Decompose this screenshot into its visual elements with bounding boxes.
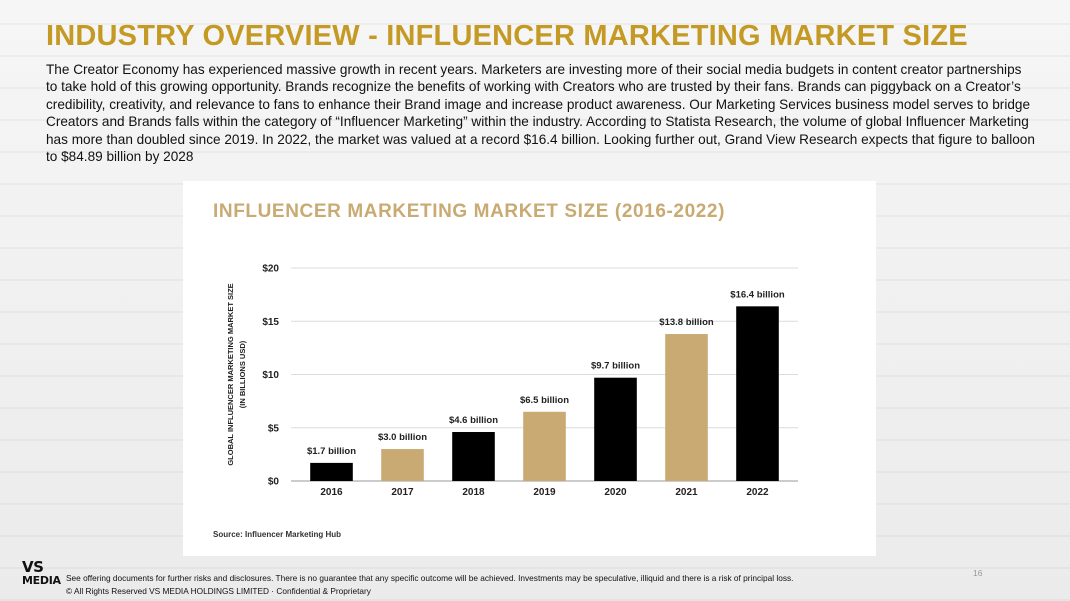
data-label: $13.8 billion bbox=[659, 317, 714, 328]
chart-title: INFLUENCER MARKETING MARKET SIZE (2016-2… bbox=[213, 201, 726, 222]
data-label: $16.4 billion bbox=[730, 289, 785, 300]
data-label: $4.6 billion bbox=[449, 415, 498, 426]
footer-copyright: © All Rights Reserved VS MEDIA HOLDINGS … bbox=[66, 586, 371, 596]
bar-2021 bbox=[665, 334, 708, 481]
bar-2016 bbox=[310, 462, 353, 481]
x-tick-label: 2016 bbox=[320, 487, 343, 498]
bar-2022 bbox=[736, 306, 779, 481]
data-label: $6.5 billion bbox=[520, 395, 569, 406]
x-tick-label: 2021 bbox=[675, 487, 698, 498]
y-tick-label: $15 bbox=[262, 317, 279, 328]
y-axis-unit-label: (IN BILLIONS USD) bbox=[238, 340, 247, 408]
bar-2020 bbox=[594, 377, 637, 481]
logo-line-2: MEDIA bbox=[22, 574, 61, 587]
bar-2017 bbox=[381, 449, 424, 481]
y-axis-label: GLOBAL INFLUENCER MARKETING MARKET SIZE bbox=[226, 283, 235, 465]
x-tick-label: 2019 bbox=[533, 487, 556, 498]
data-label: $3.0 billion bbox=[378, 432, 427, 443]
chart-panel: INFLUENCER MARKETING MARKET SIZE (2016-2… bbox=[183, 181, 876, 556]
footer-disclaimer: See offering documents for further risks… bbox=[66, 573, 794, 583]
logo-line-1: VS bbox=[22, 558, 44, 576]
bar-2018 bbox=[452, 432, 495, 481]
y-tick-label: $20 bbox=[262, 264, 279, 275]
x-tick-label: 2022 bbox=[746, 487, 769, 498]
y-tick-label: $0 bbox=[268, 477, 280, 488]
bar-2019 bbox=[523, 411, 566, 481]
y-tick-label: $5 bbox=[268, 423, 280, 434]
intro-paragraph: The Creator Economy has experienced mass… bbox=[46, 62, 1035, 165]
data-label: $1.7 billion bbox=[307, 446, 356, 457]
bar-chart: $0 $5 $10 $15 $20 GLOBAL INFLUENCER MARKETING… bbox=[226, 264, 798, 498]
x-tick-label: 2020 bbox=[604, 487, 627, 498]
vs-media-logo: VS MEDIA bbox=[22, 558, 62, 588]
x-tick-label: 2018 bbox=[462, 487, 485, 498]
data-label: $9.7 billion bbox=[591, 361, 640, 372]
chart-source: Source: Influencer Marketing Hub bbox=[213, 530, 342, 539]
y-tick-label: $10 bbox=[262, 370, 279, 381]
page-number: 16 bbox=[973, 568, 983, 578]
x-tick-label: 2017 bbox=[391, 487, 414, 498]
slide-title: INDUSTRY OVERVIEW - INFLUENCER MARKETING… bbox=[46, 20, 968, 52]
